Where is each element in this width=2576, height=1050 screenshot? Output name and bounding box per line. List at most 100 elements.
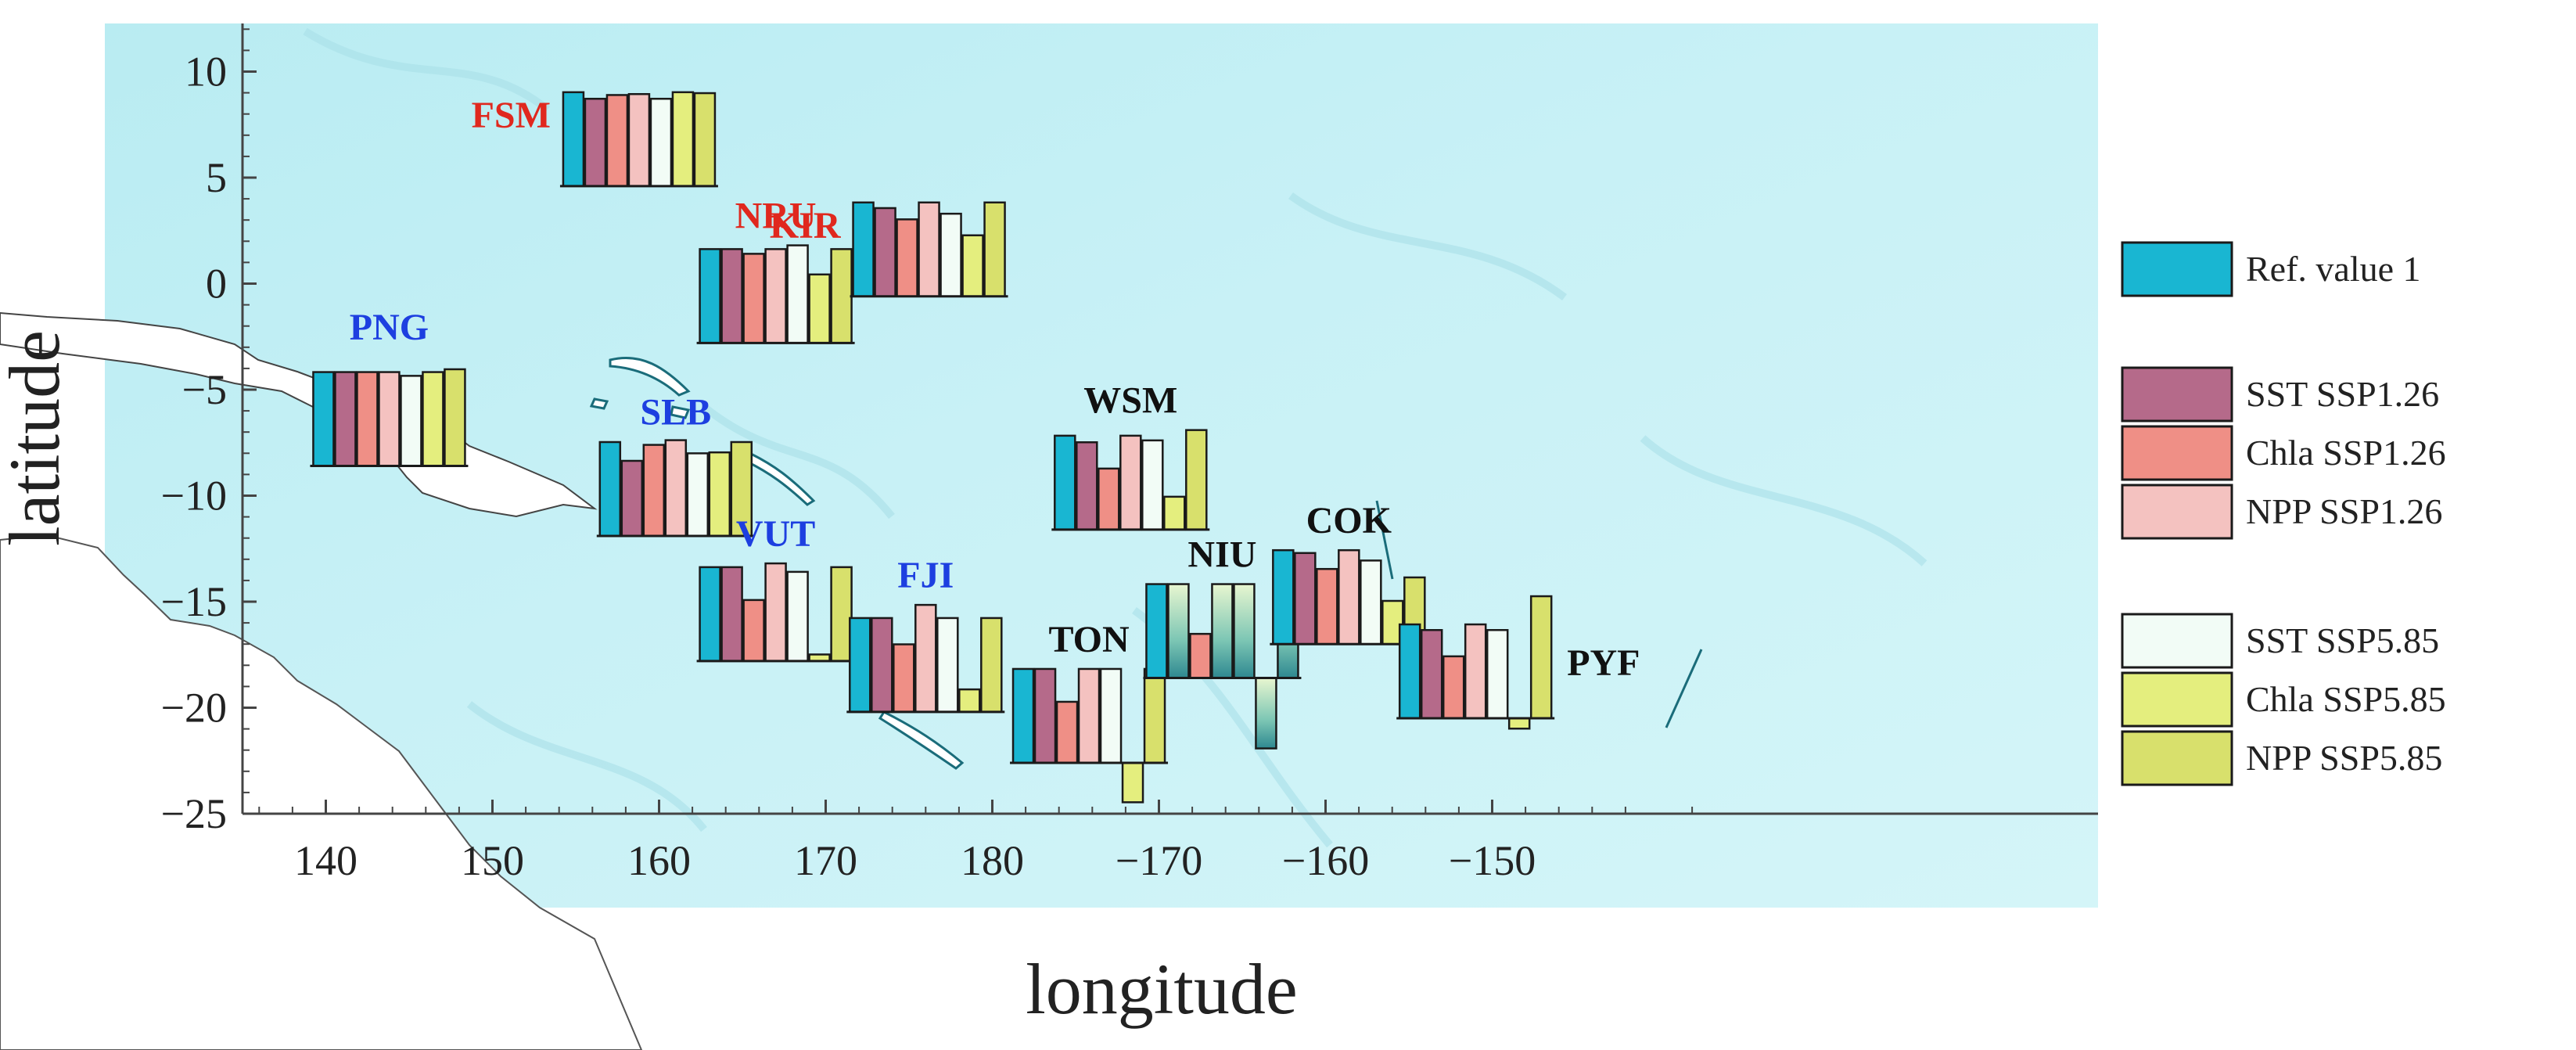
bar-fji-sst-ssp5-85	[936, 617, 959, 714]
bar-pyf-ref-value-1	[1398, 623, 1421, 720]
country-group-pyf: PYF	[1396, 595, 1640, 730]
bar-cok-chla-ssp1-26	[1316, 567, 1338, 645]
bar-slb-npp-ssp1-26	[664, 439, 688, 538]
bar-slb-sst-ssp1-26	[620, 459, 644, 538]
bar-fji-ref-value-1	[849, 617, 871, 714]
legend-swatch-2	[2121, 425, 2233, 481]
bar-pyf-npp-ssp5-85	[1529, 595, 1553, 720]
bar-vut-ref-value-1	[699, 566, 721, 663]
bar-png-chla-ssp1-26	[356, 371, 379, 467]
legend-label-5: Chla SSP5.85	[2246, 679, 2446, 719]
bar-kir-chla-ssp1-26	[896, 218, 918, 298]
bar-ton-ref-value-1	[1011, 667, 1035, 764]
bar-ton-npp-ssp1-26	[1077, 667, 1101, 764]
bismarck-islands	[609, 356, 691, 397]
australia-land	[0, 534, 643, 1050]
bar-fsm-npp-ssp1-26	[627, 92, 651, 188]
country-label-wsm: WSM	[1083, 380, 1177, 422]
country-group-png: PNG	[310, 307, 469, 468]
bar-png-sst-ssp5-85	[400, 375, 422, 467]
bar-fsm-ref-value-1	[562, 91, 585, 188]
legend-swatch-1	[2121, 366, 2233, 423]
y-tick-label: 0	[206, 261, 227, 307]
country-label-pyf: PYF	[1567, 642, 1640, 684]
country-label-slb: SLB	[640, 392, 711, 433]
y-tick-label: 5	[206, 154, 227, 201]
bar-fsm-sst-ssp5-85	[649, 97, 673, 188]
bar-pyf-chla-ssp1-26	[1442, 655, 1465, 720]
bar-slb-chla-ssp1-26	[642, 444, 666, 538]
x-tick-label: −160	[1282, 837, 1369, 884]
bar-wsm-sst-ssp1-26	[1076, 441, 1098, 531]
x-tick-label: −150	[1449, 837, 1536, 884]
country-label-png: PNG	[350, 307, 429, 348]
bar-wsm-npp-ssp1-26	[1119, 434, 1142, 531]
bar-ton-npp-ssp5-85	[1143, 667, 1166, 764]
bar-slb-ref-value-1	[598, 440, 622, 538]
bar-kir-ref-value-1	[852, 201, 875, 298]
country-group-fji: FJI	[846, 555, 1005, 714]
country-label-fsm: FSM	[472, 95, 551, 136]
y-tick-label: 10	[185, 49, 227, 95]
country-group-fsm: FSM	[472, 91, 718, 188]
bar-nru-sst-ssp1-26	[720, 248, 743, 344]
y-tick-label: −5	[182, 366, 227, 413]
bar-png-ref-value-1	[312, 371, 335, 467]
bar-fsm-chla-ssp1-26	[605, 94, 629, 188]
small-island-1	[670, 405, 691, 419]
country-group-wsm: WSM	[1051, 380, 1210, 531]
country-group-cok: COK	[1270, 500, 1428, 645]
legend-swatch-4	[2121, 613, 2233, 669]
bar-niu-chla-ssp1-26	[1189, 632, 1212, 679]
bar-nru-npp-ssp5-85	[830, 248, 853, 344]
bar-fsm-chla-ssp5-85	[671, 91, 695, 188]
country-label-cok: COK	[1306, 500, 1392, 541]
legend-swatch-3	[2121, 484, 2233, 540]
bar-fji-chla-ssp1-26	[893, 643, 915, 714]
country-label-niu: NIU	[1187, 534, 1256, 576]
y-tick-label: −25	[161, 790, 227, 837]
bar-png-sst-ssp1-26	[334, 371, 357, 467]
bar-nru-chla-ssp5-85	[808, 273, 831, 344]
bar-wsm-chla-ssp5-85	[1163, 495, 1186, 531]
legend-label-4: SST SSP5.85	[2246, 620, 2439, 660]
bar-cok-npp-ssp1-26	[1338, 548, 1360, 645]
bar-fsm-npp-ssp5-85	[693, 92, 717, 188]
country-group-slb: SLB	[596, 392, 755, 538]
bar-niu-chla-ssp5-85	[1255, 677, 1277, 750]
bar-nru-npp-ssp1-26	[764, 248, 787, 344]
legend-label-0: Ref. value 1	[2246, 249, 2421, 289]
axes: 10 5 0 −5 −10 −15 −20 −25 140 150 160 170 180 −170 −16…	[161, 23, 2098, 884]
bar-nru-sst-ssp5-85	[786, 244, 809, 344]
bar-fji-chla-ssp5-85	[958, 688, 981, 714]
x-axis-title: longitude	[1026, 949, 1298, 1029]
bar-ton-sst-ssp1-26	[1033, 667, 1057, 764]
country-group-nru: NRU	[696, 196, 855, 344]
bar-wsm-sst-ssp5-85	[1141, 439, 1164, 531]
x-tick-label: −170	[1116, 837, 1202, 884]
bar-vut-sst-ssp5-85	[786, 570, 809, 663]
legend: Ref. value 1 SST SSP1.26 Chla SSP1.26 NPP S…	[2121, 241, 2446, 786]
bar-niu-ref-value-1	[1145, 583, 1168, 679]
bar-ton-sst-ssp5-85	[1099, 667, 1123, 764]
bar-wsm-npp-ssp5-85	[1185, 429, 1208, 531]
bar-niu-sst-ssp1-26	[1167, 583, 1190, 679]
bar-fji-npp-ssp1-26	[914, 603, 937, 714]
bar-kir-sst-ssp5-85	[940, 212, 962, 298]
bar-pyf-chla-ssp5-85	[1507, 717, 1531, 730]
bar-vut-chla-ssp1-26	[742, 599, 765, 663]
x-tick-label: 160	[627, 837, 691, 884]
bar-wsm-ref-value-1	[1054, 434, 1076, 531]
trench-line-2	[1665, 649, 1703, 728]
bar-png-chla-ssp5-85	[422, 371, 444, 467]
x-tick-label: 140	[294, 837, 357, 884]
y-tick-label: −10	[161, 473, 227, 520]
x-tick-label: 150	[461, 837, 524, 884]
bar-nru-ref-value-1	[699, 248, 721, 344]
country-group-vut: VUT	[696, 513, 855, 663]
country-label-nru: NRU	[735, 196, 817, 237]
bar-kir-sst-ssp1-26	[874, 207, 896, 298]
legend-label-6: NPP SSP5.85	[2246, 738, 2442, 778]
country-label-vut: VUT	[736, 513, 815, 555]
